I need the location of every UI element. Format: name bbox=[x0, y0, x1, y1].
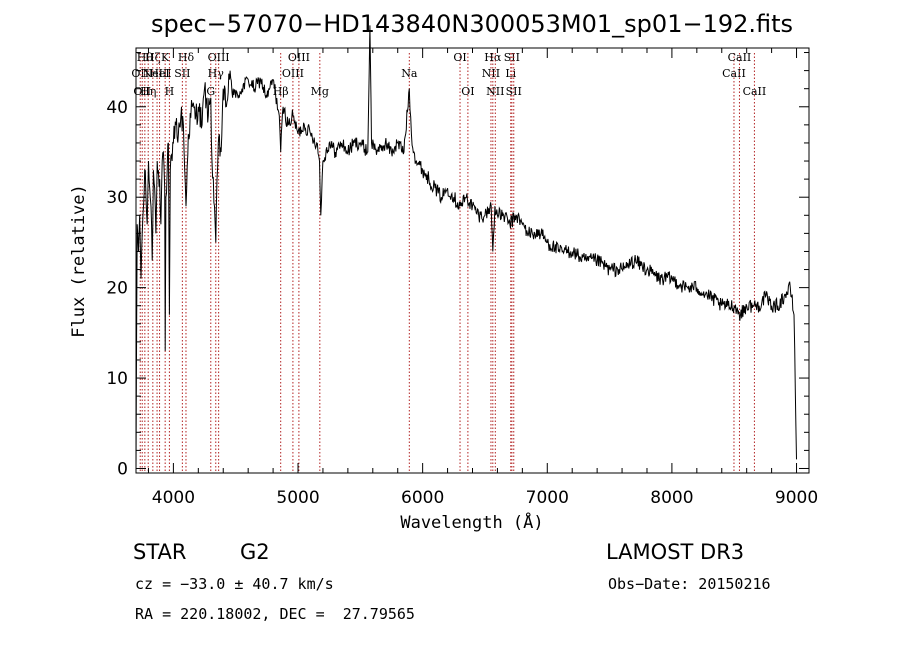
y-tick-label: 10 bbox=[106, 369, 128, 389]
marker-label: CaII bbox=[722, 67, 746, 80]
marker-label: SII bbox=[504, 51, 520, 64]
marker-label: Hγ bbox=[208, 67, 225, 80]
marker-label: NeIII bbox=[142, 67, 171, 80]
x-tick-label: 5000 bbox=[276, 488, 319, 508]
marker-label: OIII bbox=[282, 67, 304, 80]
marker-label: Hα bbox=[484, 51, 502, 64]
x-tick-label: 9000 bbox=[775, 488, 818, 508]
object-class: STAR bbox=[133, 540, 187, 564]
chart-title: spec−57070−HD143840N300053M01_sp01−192.f… bbox=[151, 10, 793, 38]
survey-name: LAMOST DR3 bbox=[606, 540, 745, 564]
marker-label: Na bbox=[401, 67, 418, 80]
marker-label: SII bbox=[506, 85, 522, 98]
marker-label: Hθ bbox=[137, 51, 154, 64]
x-tick-label: 6000 bbox=[401, 488, 444, 508]
y-tick-label: 30 bbox=[106, 188, 128, 208]
y-tick-label: 0 bbox=[117, 459, 128, 479]
marker-label: OIII bbox=[288, 51, 310, 64]
coordinates: RA = 220.18002, DEC = 27.79565 bbox=[135, 605, 415, 623]
marker-label: Mg bbox=[311, 85, 329, 98]
marker-label: NII bbox=[482, 67, 500, 80]
marker-label: Hδ bbox=[178, 51, 195, 64]
marker-label: Li bbox=[505, 67, 516, 80]
object-subclass: G2 bbox=[240, 540, 270, 564]
marker-label: Hβ bbox=[273, 85, 289, 98]
marker-label: CaII bbox=[743, 85, 767, 98]
marker-label: OI bbox=[461, 85, 474, 98]
marker-label: G bbox=[206, 85, 215, 98]
x-tick-label: 8000 bbox=[650, 488, 693, 508]
y-tick-label: 40 bbox=[106, 98, 128, 118]
marker-label: Hη bbox=[140, 85, 156, 98]
marker-label: Hζ bbox=[145, 51, 161, 64]
spectrum-line bbox=[135, 25, 797, 469]
marker-label: NII bbox=[486, 85, 504, 98]
marker-label: SII bbox=[174, 67, 190, 80]
redshift-readout: cz = −33.0 ± 40.7 km/s bbox=[135, 575, 334, 593]
spectrum-series bbox=[135, 25, 797, 469]
y-axis: 0 10 20 30 40 bbox=[106, 52, 809, 479]
x-axis: 4000 5000 6000 7000 8000 9000 bbox=[147, 48, 818, 508]
obs-date: Obs−Date: 20150216 bbox=[608, 575, 771, 593]
plot-frame bbox=[135, 47, 810, 474]
marker-label: HeI bbox=[149, 67, 169, 80]
marker-label: CaII bbox=[728, 51, 752, 64]
x-tick-label: 7000 bbox=[526, 488, 569, 508]
line-markers: OIIOIIHθHηHζNeIIIHeIKHSIIHδGHγOIIIHβOIII… bbox=[131, 51, 766, 473]
x-tick-label: 4000 bbox=[152, 488, 195, 508]
y-axis-label: Flux (relative) bbox=[69, 184, 89, 338]
marker-label: H bbox=[165, 85, 175, 98]
y-tick-label: 20 bbox=[106, 279, 128, 299]
marker-label: OIII bbox=[208, 51, 230, 64]
x-axis-label: Wavelength (Å) bbox=[400, 511, 543, 533]
marker-label: K bbox=[161, 51, 170, 64]
marker-label: OI bbox=[453, 51, 466, 64]
